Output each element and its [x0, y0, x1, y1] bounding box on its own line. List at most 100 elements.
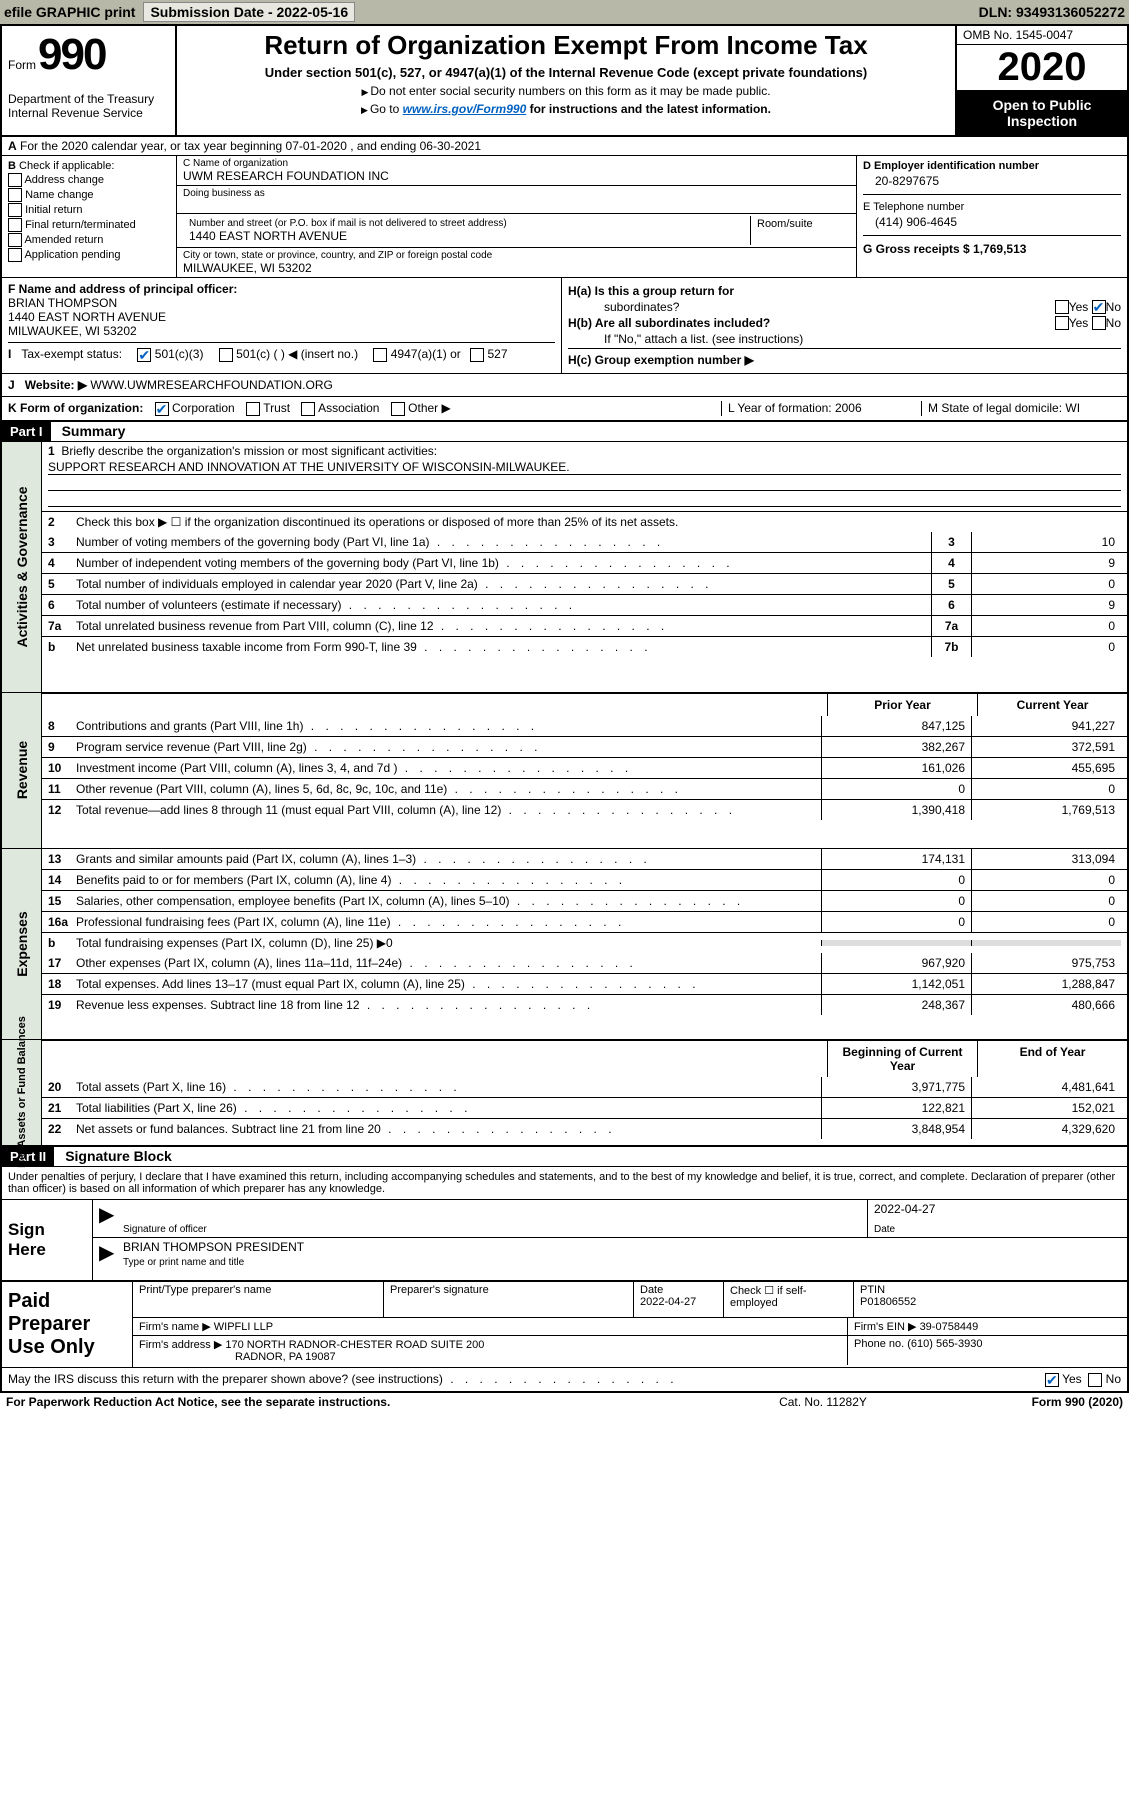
501c3-label: 501(c)(3): [155, 347, 204, 361]
part2-hdr: Part II: [2, 1147, 54, 1166]
prep-firm-label: Firm's name ▶: [139, 1321, 211, 1333]
line18-current: 1,288,847: [971, 974, 1121, 994]
501c3-cb[interactable]: [137, 348, 151, 362]
501c-label: 501(c) ( ) ◀ (insert no.): [236, 347, 358, 361]
form-org-label: K Form of organization:: [8, 401, 143, 415]
line6-value: 9: [971, 595, 1121, 615]
501c-cb[interactable]: [219, 348, 233, 362]
line17-text: Other expenses (Part IX, column (A), lin…: [76, 956, 402, 970]
trust-cb[interactable]: [246, 402, 260, 416]
mission-blank2: [48, 493, 1121, 507]
check-applicable-label: Check if applicable:: [19, 160, 114, 172]
header-title-box: Return of Organization Exempt From Incom…: [177, 26, 957, 135]
discuss-yes-cb[interactable]: [1045, 1373, 1059, 1387]
line9-text: Program service revenue (Part VIII, line…: [76, 740, 307, 754]
sig-name: BRIAN THOMPSON PRESIDENT: [123, 1240, 1121, 1254]
line7a-value: 0: [971, 616, 1121, 636]
prep-date-label: Date: [640, 1284, 663, 1296]
prep-addr2: RADNOR, PA 19087: [235, 1351, 336, 1363]
initial-return-cb[interactable]: [8, 203, 22, 217]
4947-cb[interactable]: [373, 348, 387, 362]
prep-sig-label: Preparer's signature: [383, 1282, 633, 1317]
room-label: Room/suite: [750, 216, 850, 245]
line19-prior: 248,367: [821, 995, 971, 1015]
street-value: 1440 EAST NORTH AVENUE: [189, 229, 744, 243]
paperwork-notice: For Paperwork Reduction Act Notice, see …: [6, 1395, 723, 1409]
corp-cb[interactable]: [155, 402, 169, 416]
line3-text: Number of voting members of the governin…: [76, 535, 430, 549]
other-cb[interactable]: [391, 402, 405, 416]
prep-ein-label: Firm's EIN ▶: [854, 1321, 917, 1333]
sign-here-label: Sign Here: [2, 1200, 92, 1280]
paid-preparer-label: Paid Preparer Use Only: [2, 1282, 132, 1367]
hb-no-cb[interactable]: [1092, 316, 1106, 330]
phone-label: E Telephone number: [863, 201, 1121, 213]
header-right-box: OMB No. 1545-0047 2020 Open to Public In…: [957, 26, 1127, 135]
line6-text: Total number of volunteers (estimate if …: [76, 598, 341, 612]
dept-label: Department of the Treasury: [8, 92, 169, 106]
ein-label: D Employer identification number: [863, 160, 1121, 172]
row-j: J Website: ▶ WWW.UWMRESEARCHFOUNDATION.O…: [2, 373, 1127, 396]
section-e: E Telephone number (414) 906-4645: [863, 201, 1121, 236]
discuss-label: May the IRS discuss this return with the…: [8, 1372, 443, 1386]
form990-link[interactable]: www.irs.gov/Form990: [403, 102, 527, 116]
name-change-cb[interactable]: [8, 188, 22, 202]
prep-print-label: Print/Type preparer's name: [133, 1282, 383, 1317]
line18-text: Total expenses. Add lines 13–17 (must eq…: [76, 977, 465, 991]
sig-arrow-2: ▶: [93, 1238, 117, 1270]
amended-return-cb[interactable]: [8, 233, 22, 247]
section-b: B Check if applicable: Address change Na…: [2, 156, 177, 277]
assoc-cb[interactable]: [301, 402, 315, 416]
part1-hdr: Part I: [2, 422, 51, 441]
prep-firm: WIPFLI LLP: [214, 1321, 273, 1333]
year-formation: L Year of formation: 2006: [721, 401, 921, 416]
line21-prior: 122,821: [821, 1098, 971, 1118]
527-label: 527: [487, 347, 507, 361]
lineb-box: 7b: [931, 637, 971, 657]
section-c: C Name of organization UWM RESEARCH FOUN…: [177, 156, 857, 277]
sig-date-label: Date: [874, 1224, 895, 1235]
end-year-hdr: End of Year: [977, 1041, 1127, 1077]
line14-text: Benefits paid to or for members (Part IX…: [76, 873, 391, 887]
line19-current: 480,666: [971, 995, 1121, 1015]
line7a-text: Total unrelated business revenue from Pa…: [76, 619, 434, 633]
gross-receipts: G Gross receipts $ 1,769,513: [863, 242, 1026, 256]
line15-current: 0: [971, 891, 1121, 911]
row-a-text: For the 2020 calendar year, or tax year …: [20, 139, 481, 153]
527-cb[interactable]: [470, 348, 484, 362]
line13-current: 313,094: [971, 849, 1121, 869]
ha-no-cb[interactable]: [1092, 300, 1106, 314]
line11-current: 0: [971, 779, 1121, 799]
hb-no-label: No: [1106, 316, 1121, 330]
beg-year-hdr: Beginning of Current Year: [827, 1041, 977, 1077]
section-g: G Gross receipts $ 1,769,513: [863, 242, 1121, 256]
gov-vlabel: Activities & Governance: [14, 486, 30, 647]
city-value: MILWAUKEE, WI 53202: [183, 261, 850, 275]
lineb-text: Net unrelated business taxable income fr…: [76, 640, 417, 654]
submission-date-btn[interactable]: Submission Date - 2022-05-16: [143, 2, 355, 22]
line11-prior: 0: [821, 779, 971, 799]
line14-prior: 0: [821, 870, 971, 890]
form-subtitle: Under section 501(c), 527, or 4947(a)(1)…: [185, 65, 947, 80]
address-change-cb[interactable]: [8, 173, 22, 187]
line12-text: Total revenue—add lines 8 through 11 (mu…: [76, 803, 501, 817]
line5-value: 0: [971, 574, 1121, 594]
prep-check-label: Check ☐ if self-employed: [723, 1282, 853, 1317]
address-change-label: Address change: [24, 174, 104, 186]
application-pending-cb[interactable]: [8, 248, 22, 262]
discuss-no-label: No: [1106, 1372, 1121, 1386]
line14-current: 0: [971, 870, 1121, 890]
sig-arrow-1: ▶: [93, 1200, 117, 1237]
hb-yes-cb[interactable]: [1055, 316, 1069, 330]
final-return-cb[interactable]: [8, 218, 22, 232]
state-domicile: M State of legal domicile: WI: [921, 401, 1121, 416]
name-change-label: Name change: [25, 189, 94, 201]
ha-yes-cb[interactable]: [1055, 300, 1069, 314]
discuss-no-cb[interactable]: [1088, 1373, 1102, 1387]
officer-label: F Name and address of principal officer:: [8, 282, 237, 296]
inspect-1: Open to Public: [961, 97, 1123, 113]
line18-prior: 1,142,051: [821, 974, 971, 994]
note-goto-pre: Go to: [370, 102, 403, 116]
prep-addr1: 170 NORTH RADNOR-CHESTER ROAD SUITE 200: [225, 1339, 484, 1351]
final-return-label: Final return/terminated: [25, 219, 136, 231]
